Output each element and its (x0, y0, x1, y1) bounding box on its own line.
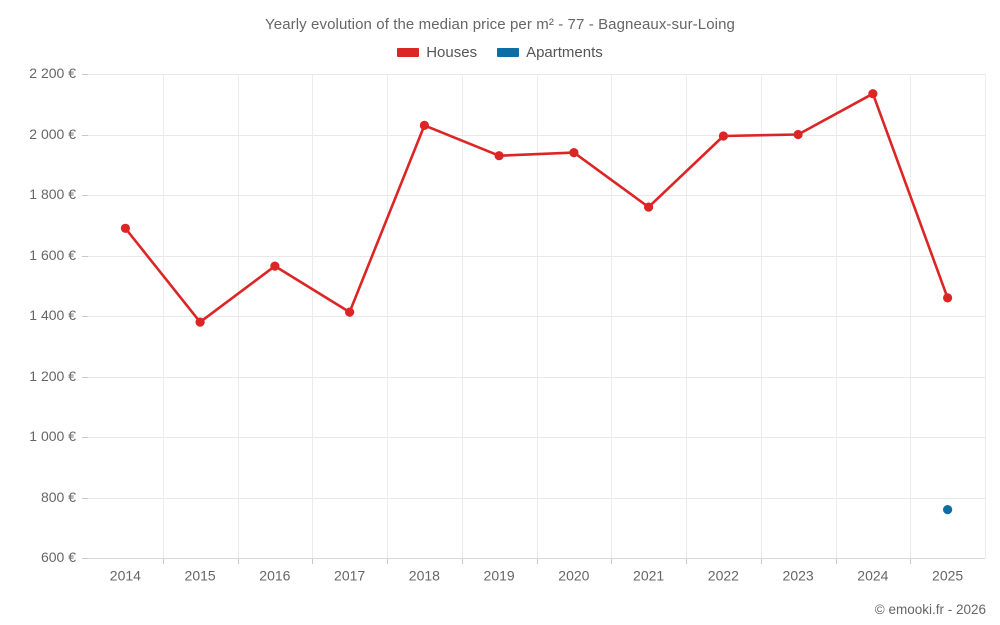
y-tick-label: 1 400 € (29, 307, 76, 323)
data-point[interactable] (644, 202, 654, 212)
data-point[interactable] (419, 120, 429, 130)
chart-legend: Houses Apartments (0, 44, 1000, 61)
legend-label-apartments: Apartments (526, 44, 603, 61)
data-point[interactable] (793, 129, 803, 140)
x-tick-label: 2017 (334, 567, 365, 583)
y-tick-label: 1 000 € (29, 428, 76, 444)
x-tick-label: 2025 (932, 567, 963, 583)
x-tick-label: 2016 (259, 567, 290, 583)
data-point[interactable] (943, 505, 953, 515)
data-point[interactable] (494, 151, 504, 161)
data-point[interactable] (868, 89, 878, 99)
x-tick-label: 2015 (185, 567, 216, 583)
legend-item-houses[interactable]: Houses (397, 44, 477, 61)
data-point[interactable] (943, 293, 953, 303)
y-tick-label: 600 € (41, 549, 76, 565)
data-point[interactable] (195, 317, 205, 327)
y-tick-label: 2 000 € (29, 126, 76, 142)
data-point[interactable] (718, 131, 729, 141)
y-tick-label: 800 € (41, 489, 76, 505)
data-point[interactable] (270, 261, 280, 271)
y-tick-label: 2 200 € (29, 65, 76, 81)
x-tick-label: 2023 (783, 567, 814, 583)
legend-item-apartments[interactable]: Apartments (497, 44, 603, 61)
legend-swatch-apartments (497, 48, 520, 57)
y-tick-label: 1 600 € (29, 247, 76, 263)
data-point[interactable] (345, 307, 355, 317)
x-tick-label: 2018 (409, 567, 440, 583)
legend-label-houses: Houses (426, 44, 478, 61)
chart-title: Yearly evolution of the median price per… (265, 16, 735, 33)
x-tick-label: 2021 (633, 567, 664, 583)
legend-swatch-houses (397, 48, 420, 57)
x-tick-label: 2024 (857, 567, 888, 583)
y-tick-label: 1 200 € (29, 368, 76, 384)
x-tick-label: 2022 (708, 567, 739, 583)
series-line-houses (124, 92, 949, 324)
x-tick-label: 2019 (484, 567, 515, 583)
footer-credit: © emooki.fr - 2026 (874, 602, 986, 617)
y-tick-label: 1 800 € (29, 186, 76, 202)
data-point[interactable] (120, 223, 130, 233)
data-point[interactable] (569, 148, 579, 158)
x-tick-label: 2014 (110, 567, 141, 583)
x-tick-label: 2020 (558, 567, 589, 583)
